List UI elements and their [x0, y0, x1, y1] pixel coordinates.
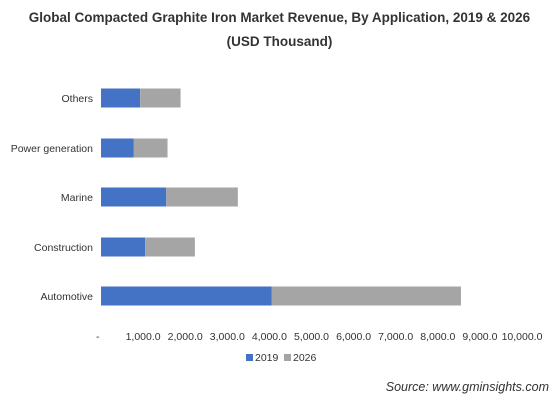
x-tick-label: 7,000.0 [378, 331, 413, 343]
category-label: Marine [61, 192, 93, 204]
bar-automotive-2019 [101, 286, 272, 306]
x-tick-label: 8,000.0 [420, 331, 455, 343]
x-tick-label: 2,000.0 [168, 331, 203, 343]
bar-others-2019 [101, 88, 141, 108]
x-tick-label: 4,000.0 [252, 331, 287, 343]
bar-construction-2019 [101, 237, 146, 257]
category-label: Automotive [40, 291, 93, 303]
x-tick-label: 6,000.0 [336, 331, 371, 343]
category-label: Others [61, 93, 93, 105]
x-tick-label: 1,000.0 [126, 331, 161, 343]
legend-swatch-2026 [284, 354, 291, 361]
legend-swatch-2019 [246, 354, 253, 361]
chart-title: Global Compacted Graphite Iron Market Re… [28, 10, 531, 25]
category-labels: Automotive Construction Marine Power genera… [11, 93, 93, 303]
chart-subtitle: (USD Thousand) [226, 34, 333, 49]
legend-label-2026: 2026 [293, 352, 317, 364]
bar-marine-2026 [166, 187, 238, 207]
bar-marine-2019 [101, 187, 167, 207]
bar-others-2026 [140, 88, 181, 108]
x-tick-label: 3,000.0 [210, 331, 245, 343]
category-label: Construction [34, 242, 93, 254]
legend: 2019 2026 [246, 352, 317, 364]
x-tick-label: 9,000.0 [462, 331, 497, 343]
x-axis-tick-labels: - 1,000.0 2,000.0 3,000.0 4,000.0 5,000.0 6,00… [96, 331, 543, 343]
category-label: Power generation [11, 143, 93, 155]
x-tick-label: 10,000.0 [502, 331, 543, 343]
x-tick-label: 5,000.0 [294, 331, 329, 343]
legend-label-2019: 2019 [255, 352, 279, 364]
x-tick-label: - [96, 331, 100, 343]
bar-power-generation-2019 [101, 138, 134, 158]
bar-construction-2026 [145, 237, 195, 257]
bars-group [101, 88, 461, 306]
bar-power-generation-2026 [133, 138, 168, 158]
bar-automotive-2026 [271, 286, 461, 306]
source-note: Source: www.gminsights.com [385, 380, 549, 394]
